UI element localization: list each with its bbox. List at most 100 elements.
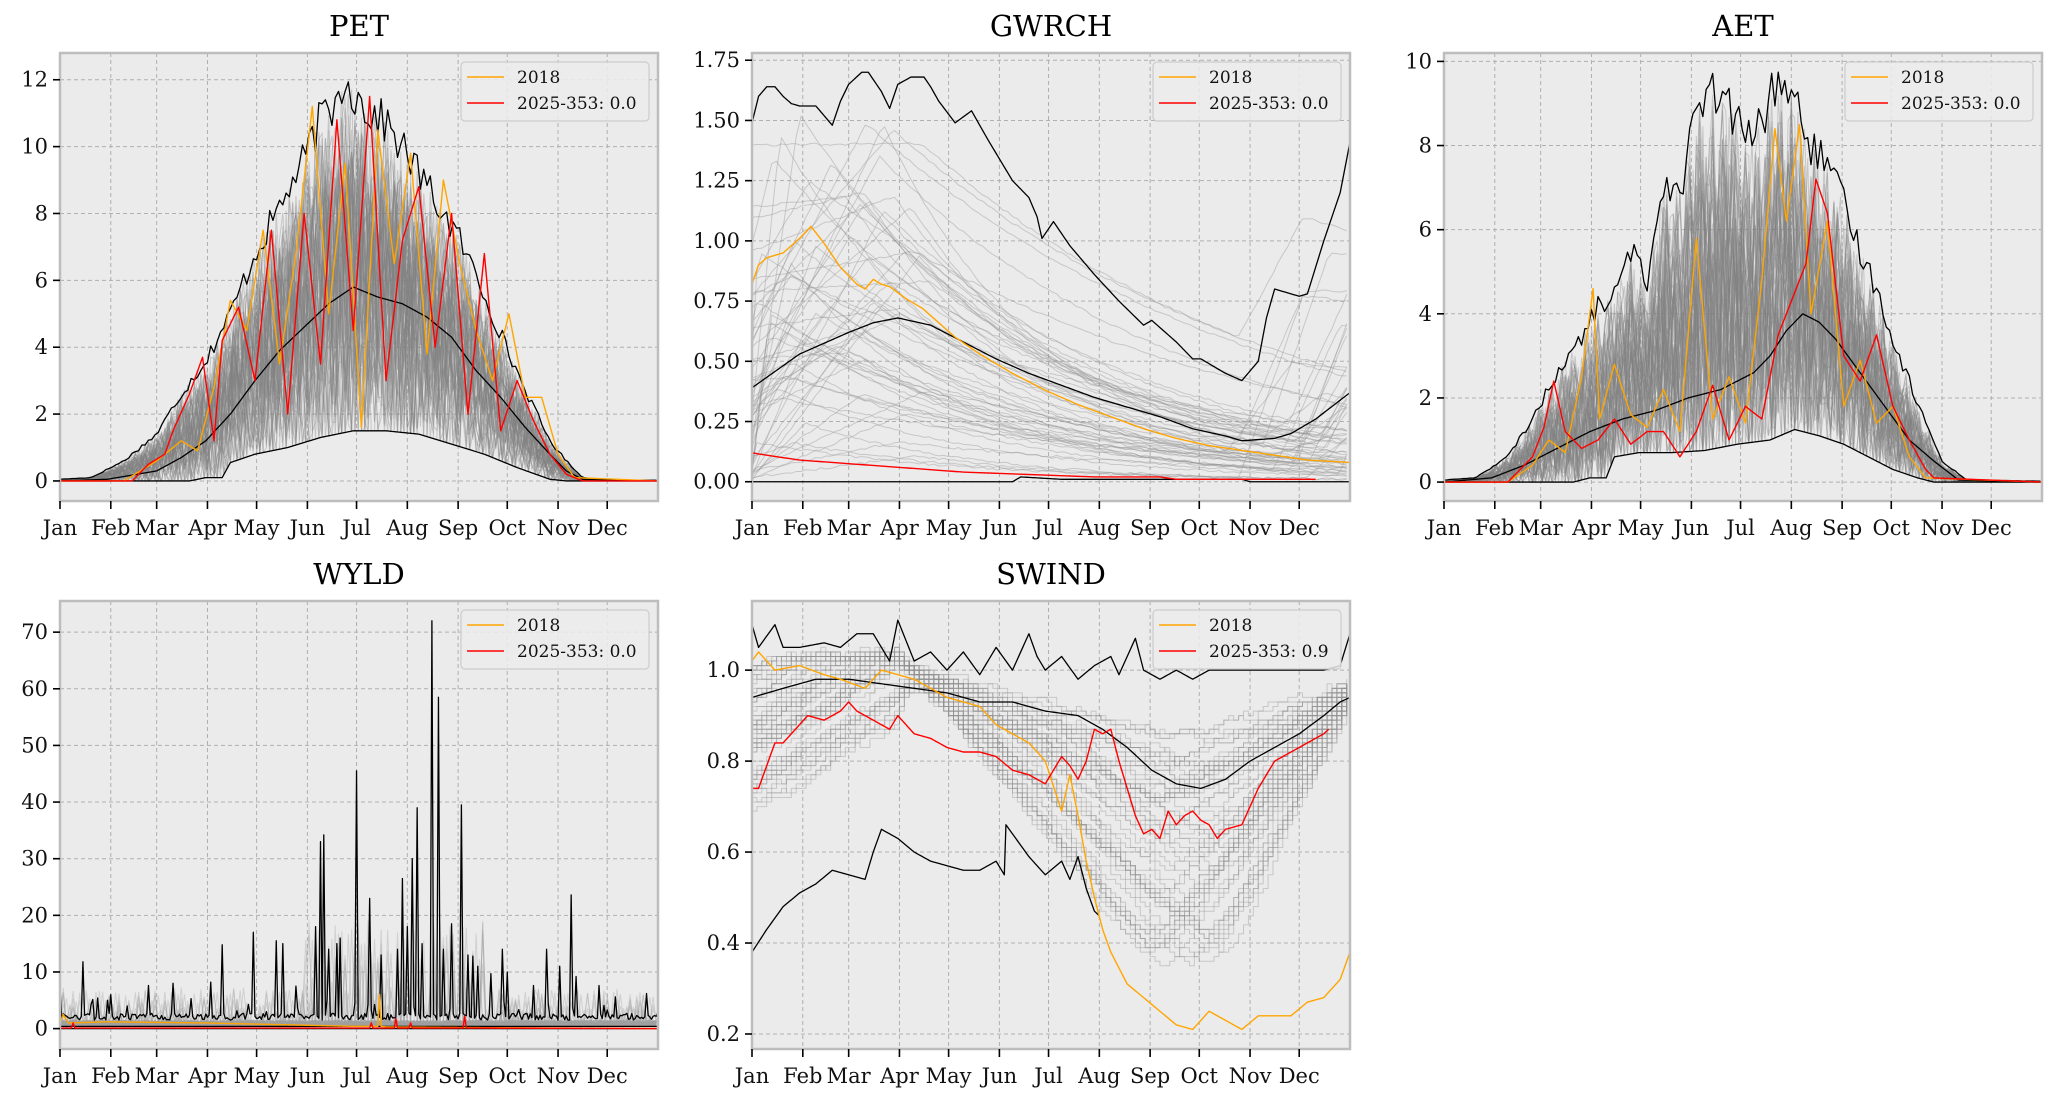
legend-label: 2025-353: 0.0 — [517, 94, 637, 114]
ensemble-line — [752, 203, 1348, 437]
panel-gwrch: GWRCH 0.00 0.25 0.50 0.75 1.00 1.25 1.50 1.75 Jan… — [693, 9, 1352, 540]
ensemble-line — [752, 330, 1347, 471]
mean-line — [752, 678, 1350, 790]
ensemble-line — [752, 646, 1348, 930]
y-tick-label: 0 — [35, 1017, 48, 1041]
ensemble-line — [752, 651, 1348, 735]
axes-frame — [58, 51, 660, 503]
ensemble-line — [1444, 185, 2041, 483]
x-tick-label: Jan — [41, 516, 77, 540]
min-envelope-line — [1444, 428, 2042, 483]
x-tick-label: Aug — [1077, 1064, 1120, 1088]
ensemble-line — [60, 180, 657, 482]
y-tick-label: 1.25 — [693, 169, 740, 193]
ensemble-line — [60, 206, 657, 482]
x-tick-label: Jul — [1032, 516, 1063, 540]
x-tick-label: Jun — [288, 516, 325, 540]
ensemble-line — [60, 113, 657, 482]
ensemble-line — [60, 939, 657, 1029]
ensemble-line — [1444, 217, 2041, 483]
chart-title: SWIND — [996, 557, 1106, 591]
x-tick-label: Aug — [1077, 516, 1120, 540]
ensemble-line — [752, 660, 1347, 798]
y-tick-label: 70 — [21, 620, 48, 644]
ensemble-line — [752, 655, 1348, 812]
ensemble-line — [60, 958, 657, 1029]
ensemble-line — [752, 441, 1347, 481]
current-year-line — [752, 701, 1330, 840]
ensemble-line — [1444, 121, 2041, 483]
x-tick-label: Mar — [135, 516, 180, 540]
series-2018-line — [752, 225, 1350, 464]
legend: 2018 2025-353: 0.0 — [460, 61, 650, 122]
grid — [60, 53, 658, 501]
ensemble-line — [752, 124, 1347, 377]
legend-box — [1152, 609, 1342, 670]
x-tick-label: Apr — [879, 1064, 920, 1088]
ensemble-line — [60, 93, 657, 482]
y-tick-label: 0.6 — [707, 840, 740, 864]
ensemble-line — [752, 250, 1347, 432]
ensemble-line — [752, 683, 1348, 889]
ensemble-line — [752, 337, 1347, 471]
x-tick-label: Nov — [1921, 516, 1964, 540]
ensemble-line — [60, 113, 657, 482]
x-tick-label: Jan — [1425, 516, 1461, 540]
y-tick-label: 10 — [21, 960, 48, 984]
ensemble-line — [752, 181, 1347, 406]
ensemble-line — [752, 651, 1347, 767]
ensemble-line — [752, 651, 1348, 771]
chart-title: AET — [1711, 9, 1774, 43]
legend-label: 2018 — [1209, 68, 1252, 88]
y-tick-label: 50 — [21, 733, 48, 757]
ensemble-line — [752, 125, 1347, 460]
ensemble-line — [60, 130, 657, 482]
ensemble-line — [752, 655, 1347, 739]
ensemble-line — [752, 377, 1348, 464]
ensemble-line — [752, 195, 1347, 445]
y-tick-label: 0.4 — [707, 931, 740, 955]
x-tick-label: Jan — [41, 1064, 77, 1088]
ensemble-line — [752, 314, 1347, 473]
ensemble-line — [60, 157, 657, 482]
ensemble-line — [60, 933, 657, 1029]
ensemble-line — [1444, 160, 2041, 483]
panel-pet: PET 0 2 4 6 8 10 12 Jan Feb Mar Apr May Jun Jul Aug Sep O… — [21, 9, 660, 540]
ensemble-line — [752, 398, 1347, 460]
ensemble-line — [60, 118, 657, 482]
ensemble-line — [60, 977, 657, 1028]
legend-box — [460, 61, 650, 122]
ensemble-line — [1444, 139, 2041, 483]
ensemble-line — [752, 655, 1348, 930]
ensemble-line — [60, 158, 657, 482]
ensemble-line — [60, 929, 657, 1028]
ensemble-lines — [752, 114, 1348, 481]
y-tick-label: 1.0 — [707, 658, 740, 682]
ensemble-line — [752, 651, 1348, 953]
current-year-line — [752, 452, 1316, 481]
y-tick-label: 60 — [21, 677, 48, 701]
ensemble-line — [60, 981, 657, 1028]
axes-frame — [750, 51, 1352, 503]
ensemble-line — [1444, 260, 2041, 484]
x-tick-label: Oct — [489, 516, 527, 540]
legend-label: 2025-353: 0.9 — [1209, 642, 1329, 662]
ensemble-line — [752, 651, 1348, 771]
ensemble-line — [60, 929, 657, 1029]
current-year-line — [60, 1015, 658, 1030]
ensemble-line — [752, 655, 1348, 785]
ensemble-line — [1444, 231, 2041, 484]
panel-swind: SWIND 0.2 0.4 0.6 0.8 1.0 Jan Feb Mar Apr May Jun Ju… — [707, 557, 1352, 1088]
ensemble-line — [60, 987, 657, 1028]
legend-label: 2025-353: 0.0 — [1209, 94, 1329, 114]
legend: 2018 2025-353: 0.0 — [1152, 61, 1342, 122]
legend-label: 2018 — [517, 68, 560, 88]
ensemble-line — [1444, 135, 2041, 483]
mean-line — [60, 286, 658, 482]
x-tick-label: Jun — [288, 1064, 325, 1088]
ensemble-line — [752, 674, 1348, 776]
x-tick-label: May — [234, 1064, 280, 1088]
ensemble-line — [1444, 221, 2041, 483]
x-tick-label: May — [926, 1064, 972, 1088]
ensemble-line — [60, 933, 657, 1028]
